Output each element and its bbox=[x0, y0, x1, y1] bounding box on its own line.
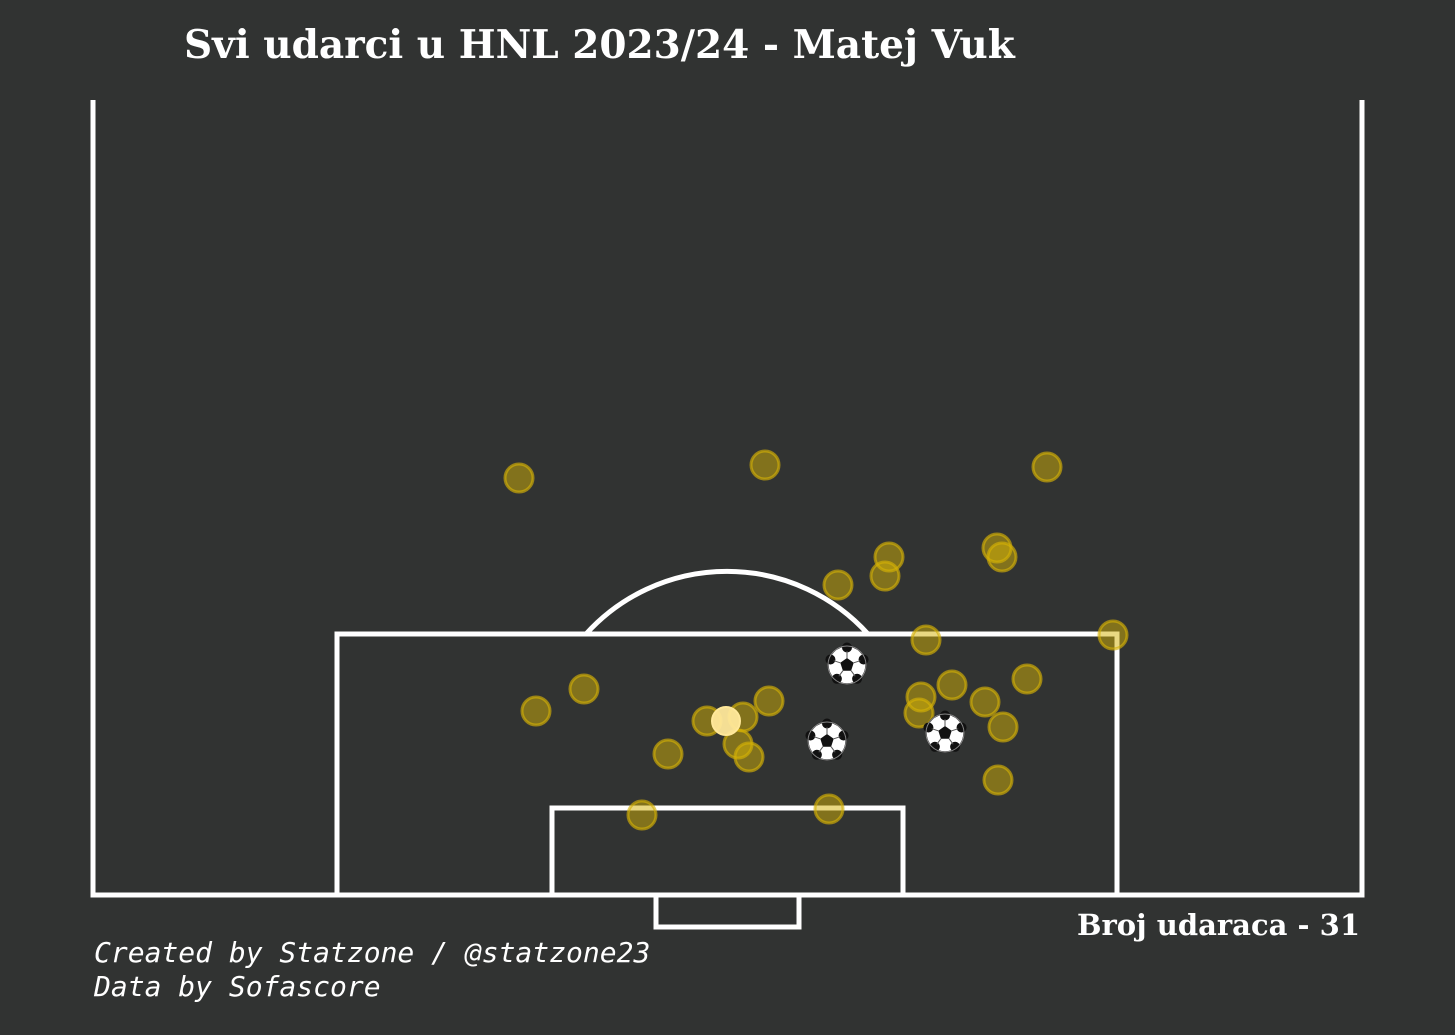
shot-marker bbox=[1031, 451, 1063, 483]
shot-marker bbox=[652, 738, 684, 770]
credit-data-source: Data by Sofascore bbox=[94, 970, 381, 1003]
shot-marker bbox=[987, 711, 1019, 743]
goal bbox=[653, 895, 802, 930]
penalty-area bbox=[334, 631, 1120, 898]
shot-marker bbox=[626, 799, 658, 831]
goal-ball-icon bbox=[923, 710, 967, 753]
pitch-outline bbox=[90, 100, 1365, 898]
shot-marker bbox=[753, 685, 785, 717]
shot-marker-highlight bbox=[711, 706, 741, 736]
shot-marker bbox=[982, 764, 1014, 796]
shot-marker bbox=[869, 560, 901, 592]
shot-marker bbox=[568, 673, 600, 705]
shot-marker bbox=[813, 793, 845, 825]
shot-count: Broj udaraca - 31 bbox=[1077, 908, 1360, 942]
shot-marker bbox=[503, 462, 535, 494]
shot-marker bbox=[1097, 619, 1129, 651]
pitch-lines bbox=[90, 100, 1365, 930]
shot-marker bbox=[903, 697, 935, 729]
shot-marker bbox=[969, 686, 1001, 718]
shot-marker bbox=[520, 695, 552, 727]
chart-title: Svi udarci u HNL 2023/24 - Matej Vuk bbox=[184, 22, 1015, 68]
shot-marker bbox=[822, 569, 854, 601]
shots-layer bbox=[503, 449, 1129, 831]
goal-ball-icon bbox=[805, 718, 849, 761]
shot-marker bbox=[733, 741, 765, 773]
goal-ball-icon bbox=[825, 642, 869, 685]
shot-marker bbox=[749, 449, 781, 481]
credit-created-by: Created by Statzone / @statzone23 bbox=[94, 936, 651, 969]
shot-marker bbox=[936, 669, 968, 701]
penalty-arc bbox=[584, 568, 870, 636]
shot-marker bbox=[910, 624, 942, 656]
six-yard-box bbox=[549, 805, 906, 898]
shot-marker bbox=[986, 541, 1018, 573]
shot-marker bbox=[1011, 663, 1043, 695]
